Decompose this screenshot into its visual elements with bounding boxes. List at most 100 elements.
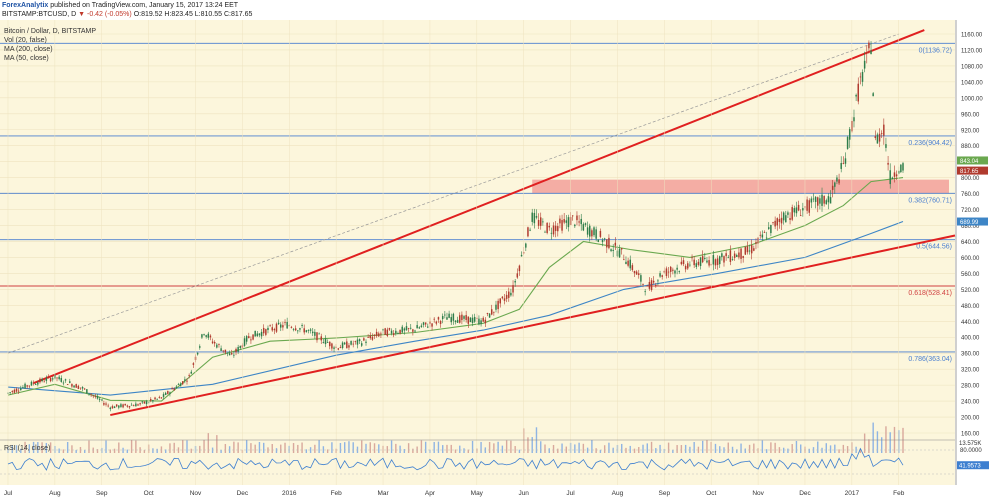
candle-body [618, 248, 621, 258]
candle-body [28, 385, 31, 387]
candle-body [211, 341, 214, 344]
volume-bar [676, 445, 678, 453]
time-tick-label: Dec [237, 490, 249, 497]
candle-body [880, 133, 883, 135]
price-chart[interactable]: 1160.00 1120.00 1080.00 1040.00 1000.00 960.0… [0, 20, 989, 499]
candle-body [450, 317, 452, 323]
candle-body [15, 388, 18, 392]
volume-bar [471, 440, 474, 453]
volume-bar [203, 439, 205, 453]
time-tick-label: Nov [190, 490, 202, 497]
candle-body [64, 379, 67, 381]
volume-bar [544, 444, 546, 453]
candle-body [610, 249, 612, 252]
legend-ma200: MA (200, close) [4, 46, 53, 53]
candle-body [437, 317, 440, 320]
candle-body [868, 42, 870, 49]
volume-bar [548, 448, 550, 453]
volume-bar [518, 449, 521, 453]
candle-body [410, 327, 412, 329]
candle-body [199, 346, 201, 348]
candle-body [256, 333, 259, 337]
candle-body [642, 284, 644, 285]
candle-body [326, 342, 329, 343]
legend-title: Bitcoin / Dollar, D, BITSTAMP [4, 28, 97, 35]
volume-bar [309, 447, 312, 453]
candle-body [292, 329, 295, 330]
candle-body [484, 319, 487, 324]
chart-header: ForexAnalytix published on TradingView.c… [0, 0, 989, 20]
volume-bar [118, 442, 120, 453]
volume-bar [505, 440, 508, 453]
volume-bar [105, 440, 107, 453]
volume-bar [126, 449, 129, 453]
candle-body [486, 313, 489, 315]
candle-body [401, 326, 403, 333]
candle-body [742, 256, 744, 258]
volume-bar [58, 448, 60, 453]
candle-body [689, 264, 691, 266]
volume-bar [109, 449, 111, 453]
volume-bar [586, 447, 589, 453]
candle-body [233, 354, 235, 356]
candle-body [444, 314, 446, 316]
candle-body [143, 401, 146, 404]
candle-body [525, 243, 527, 248]
candle-body [448, 313, 450, 318]
volume-bar [791, 444, 793, 453]
candle-body [795, 207, 798, 214]
candle-body [37, 382, 39, 385]
candle-body [768, 227, 770, 229]
volume-bar [667, 442, 670, 453]
volume-bar [11, 445, 13, 453]
chart-legend: Bitcoin / Dollar, D, BITSTAMP Vol (20, f… [4, 27, 96, 63]
volume-bar [339, 442, 342, 453]
candle-body [493, 311, 495, 313]
candle-body [311, 331, 314, 334]
candle-body [294, 328, 297, 331]
time-tick-label: Oct [706, 490, 716, 497]
candle-body [373, 334, 376, 336]
candle-body [829, 197, 832, 204]
fib-level-label: 0(1136.72) [919, 47, 952, 54]
candle-body [399, 329, 401, 334]
volume-bar [467, 449, 469, 453]
volume-bar [565, 446, 568, 453]
price-tick-label: 480.00 [961, 304, 980, 310]
volume-bar [863, 433, 866, 453]
candle-body [718, 256, 721, 265]
candle-body [531, 212, 533, 222]
candle-body [714, 259, 717, 266]
candle-body [427, 326, 429, 328]
candle-body [231, 353, 233, 355]
candle-body [648, 281, 651, 289]
candle-body [620, 248, 623, 250]
candle-body [725, 253, 727, 257]
candle-body [331, 343, 333, 349]
candle-body [659, 273, 661, 277]
brand-name[interactable]: ForexAnalytix [2, 2, 49, 9]
volume-bar [736, 449, 738, 453]
volume-bar [782, 447, 785, 453]
volume-bar [237, 442, 239, 453]
candle-body [250, 339, 252, 341]
volume-bar [292, 443, 295, 453]
candle-body [855, 94, 857, 97]
candle-body [625, 261, 627, 265]
candle-body [367, 337, 369, 338]
candle-body [348, 345, 350, 348]
volume-bar [186, 440, 188, 453]
candle-body [893, 172, 896, 177]
candle-body [156, 398, 158, 400]
candle-body [186, 380, 188, 382]
candle-body [723, 256, 725, 263]
volume-bar [552, 444, 555, 453]
candle-body [60, 378, 63, 382]
candle-body [759, 234, 761, 236]
volume-bar [361, 440, 363, 453]
candle-body [275, 323, 278, 332]
candle-body [416, 325, 418, 329]
candle-body [235, 348, 237, 353]
volume-bar [595, 448, 597, 453]
candle-body [874, 136, 877, 139]
